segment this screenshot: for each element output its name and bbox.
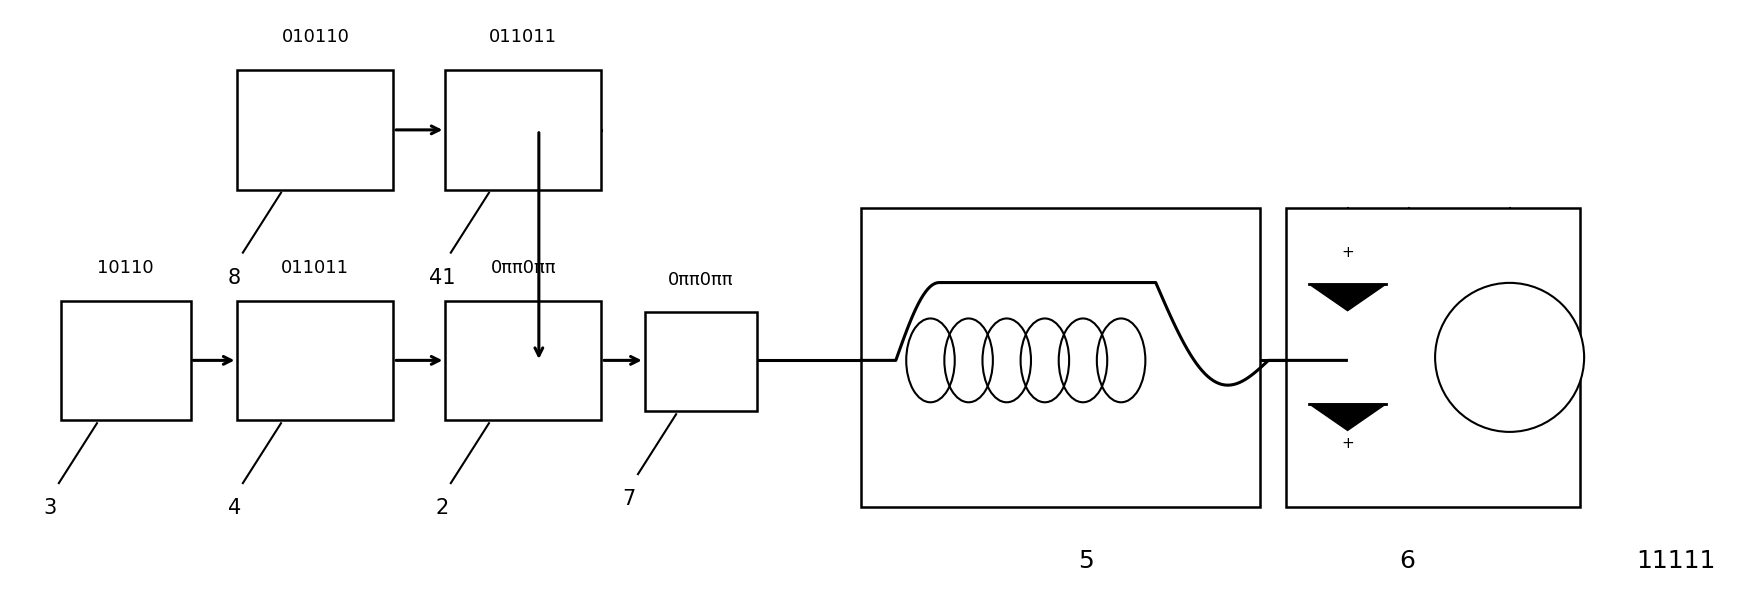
Text: 8: 8 bbox=[228, 268, 241, 288]
Text: 11111: 11111 bbox=[1636, 549, 1715, 573]
Text: 10110: 10110 bbox=[97, 259, 155, 277]
Bar bbox=[60, 300, 190, 420]
Polygon shape bbox=[1309, 284, 1386, 311]
Bar bbox=[237, 300, 394, 420]
Text: +: + bbox=[1341, 245, 1355, 260]
Bar bbox=[861, 208, 1260, 507]
Text: 4: 4 bbox=[228, 498, 241, 518]
Polygon shape bbox=[1309, 404, 1386, 430]
Text: −: − bbox=[1502, 348, 1518, 367]
Text: 010110: 010110 bbox=[281, 28, 350, 46]
Text: 5: 5 bbox=[1079, 549, 1095, 573]
Bar bbox=[1286, 208, 1580, 507]
Bar bbox=[237, 70, 394, 190]
Text: 41: 41 bbox=[429, 268, 455, 288]
Text: 7: 7 bbox=[622, 489, 636, 509]
Circle shape bbox=[1435, 283, 1585, 432]
Text: 2: 2 bbox=[436, 498, 448, 518]
Bar bbox=[445, 70, 601, 190]
Text: 011011: 011011 bbox=[281, 259, 350, 277]
Text: 0ππ0ππ: 0ππ0ππ bbox=[668, 271, 734, 288]
Bar bbox=[645, 313, 757, 412]
Bar bbox=[445, 300, 601, 420]
Text: 0ππ0ππ: 0ππ0ππ bbox=[490, 259, 555, 277]
Text: 6: 6 bbox=[1399, 549, 1414, 573]
Text: 011011: 011011 bbox=[488, 28, 557, 46]
Text: +: + bbox=[1341, 436, 1355, 452]
Text: 3: 3 bbox=[44, 498, 56, 518]
